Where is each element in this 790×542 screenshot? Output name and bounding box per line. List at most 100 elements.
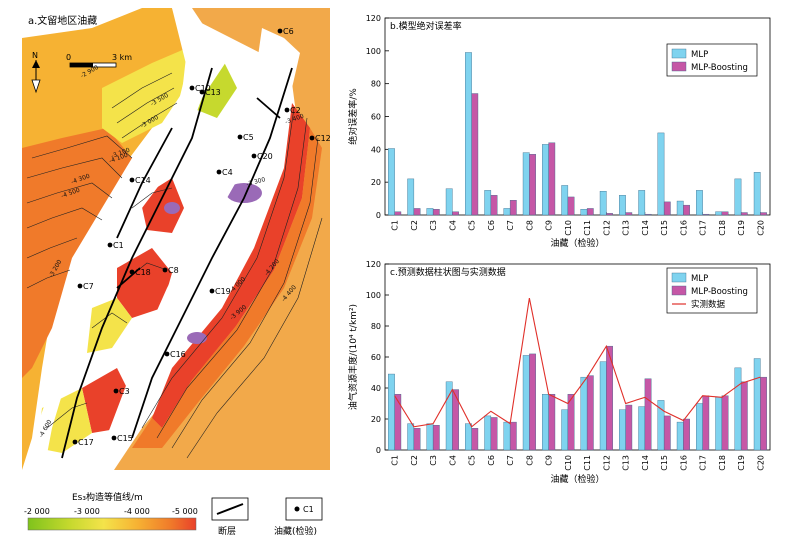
mlp-boosting-bar: [490, 195, 498, 216]
x-tick-label: C4: [448, 220, 457, 231]
well-label: C13: [205, 88, 221, 97]
mlp-boosting-bar: [644, 378, 652, 451]
mlp-boosting-bar: [663, 415, 671, 451]
well-label: C8: [168, 266, 179, 275]
scale-zero: 0: [66, 53, 71, 62]
mlp-boosting-bar: [606, 213, 613, 216]
chart-legend: MLP MLP-Boosting 实测数据: [666, 267, 758, 314]
mlp-bar: [503, 208, 511, 216]
north-label: N: [32, 51, 38, 60]
legend-label: MLP-Boosting: [691, 63, 748, 73]
mlp-boosting-bar: [529, 353, 536, 451]
mlp-bar: [715, 211, 723, 216]
well-legend-box: [285, 497, 323, 521]
x-tick-label: C13: [622, 455, 631, 471]
well-symbol-label: C1: [303, 505, 314, 514]
mlp-bar: [753, 172, 761, 216]
x-tick-label: C18: [718, 220, 727, 236]
legend-label: MLP: [691, 50, 708, 60]
x-tick-label: C15: [660, 220, 669, 236]
mlp-bar: [465, 52, 472, 216]
mlp-bar: [657, 132, 665, 216]
well-label: C17: [78, 438, 94, 447]
mlp-bar: [696, 190, 703, 216]
y-tick-label: 80: [371, 322, 381, 331]
legend-label: MLP-Boosting: [691, 287, 748, 297]
x-tick-label: C11: [583, 455, 592, 471]
mlp-bar: [426, 423, 434, 451]
y-axis-label: 绝对误差率/%: [347, 88, 359, 145]
mlp-boosting-bar: [567, 393, 575, 451]
scale-bar: 0 3 km: [66, 53, 132, 68]
well-marker: [189, 85, 195, 91]
colorbar-tick-4: -5 000: [172, 507, 198, 516]
mlp-boosting-bar: [471, 93, 479, 216]
oil-reservoir-map: a.文留地区油藏 N 0 3 km C1 C2 C3 C4 C5 C6 C7 C8 C10 C12…: [22, 8, 330, 470]
well-label: C16: [170, 350, 186, 359]
well-label: 油藏(检验): [274, 525, 317, 537]
mlp-boosting-bar: [644, 213, 652, 216]
well-marker: [199, 89, 205, 95]
well-marker: [164, 351, 170, 357]
well-marker: [309, 135, 315, 141]
map-deep-region: [114, 8, 330, 470]
well-label: C6: [283, 27, 294, 36]
x-tick-label: C16: [679, 455, 688, 471]
x-axis-label: 油藏（检验）: [550, 237, 604, 249]
mlp-boosting-bar: [760, 212, 767, 216]
mlp-bar: [542, 393, 549, 451]
mlp-boosting-bar: [529, 154, 536, 216]
mlp-bar: [599, 190, 607, 216]
mlp-bar: [522, 355, 530, 451]
x-tick-label: C17: [699, 455, 708, 471]
mlp-boosting-bar: [740, 212, 748, 216]
well-marker: [162, 267, 168, 273]
chart-title: c.预测数据柱状图与实测数据: [390, 266, 506, 278]
well-label: C5: [243, 133, 254, 142]
mlp-boosting-bar: [760, 376, 767, 451]
x-tick-label: C8: [525, 455, 534, 466]
well-marker: [111, 435, 117, 441]
map-channel-2: [92, 28, 284, 470]
mlp-bar: [734, 178, 742, 216]
x-tick-label: C12: [602, 220, 611, 236]
mlp-boosting-bar: [548, 393, 556, 451]
map-title: a.文留地区油藏: [28, 14, 97, 27]
x-tick-label: C5: [468, 455, 477, 466]
well-label: C20: [257, 152, 273, 161]
x-axis-label: 油藏（检验）: [550, 473, 604, 485]
map-channel-1: [27, 8, 232, 470]
mlp-bar: [388, 148, 395, 216]
mlp-bar: [580, 376, 588, 451]
map-upper-yellow: [102, 48, 187, 143]
mlp-boosting-bar: [567, 196, 575, 216]
mlp-boosting-bar: [625, 404, 633, 451]
y-tick-label: 40: [371, 384, 381, 393]
well-symbol-icon: [294, 506, 300, 512]
x-tick-label: C1: [391, 455, 400, 466]
mlp-bar: [465, 423, 472, 451]
mlp-bar: [676, 200, 684, 216]
x-tick-label: C14: [641, 220, 650, 236]
legend-label: MLP: [691, 274, 708, 284]
x-tick-label: C15: [660, 455, 669, 471]
y-tick-label: 0: [376, 211, 381, 220]
mlp-bar: [522, 152, 530, 216]
legend-swatch: [671, 48, 687, 59]
x-tick-label: C6: [487, 455, 496, 466]
x-tick-label: C4: [448, 455, 457, 466]
mlp-bar: [561, 409, 569, 451]
mlp-bar: [407, 178, 415, 216]
x-tick-label: C6: [487, 220, 496, 231]
x-tick-label: C3: [429, 220, 438, 231]
well-marker: [72, 439, 78, 445]
well-marker: [107, 242, 113, 248]
y-tick-label: 100: [366, 47, 381, 56]
x-tick-label: C16: [679, 220, 688, 236]
mlp-boosting-bar: [586, 208, 594, 216]
x-tick-label: C2: [410, 220, 419, 231]
well-marker: [129, 177, 135, 183]
mlp-boosting-bar: [432, 209, 440, 216]
well-markers: C1 C2 C3 C4 C5 C6 C7 C8 C10 C12 C13 C14 C15 C16 C17 C18…: [72, 27, 330, 447]
mlp-boosting-bar: [452, 211, 459, 216]
